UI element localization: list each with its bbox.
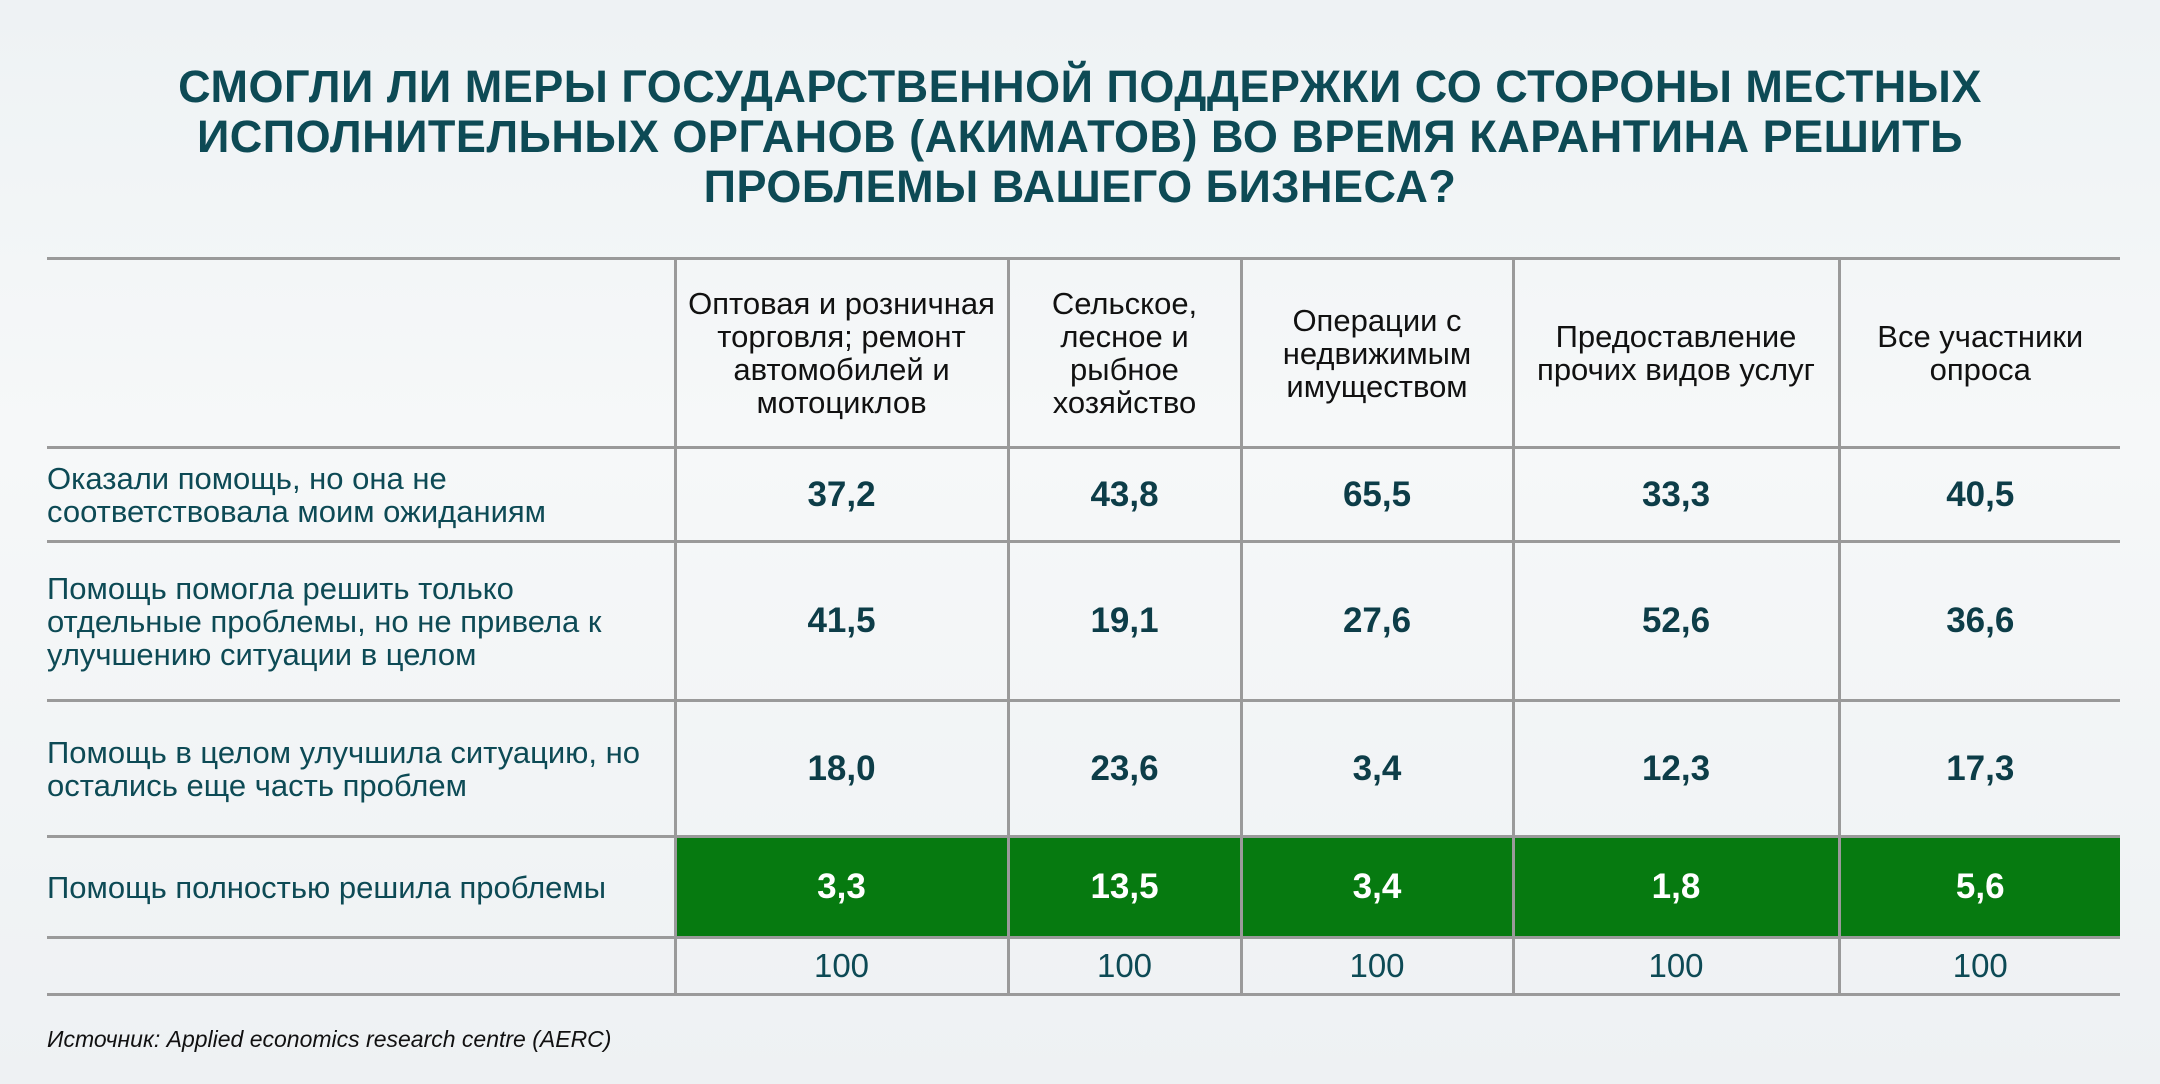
data-cell: 43,8 (1006, 446, 1241, 543)
data-cell: 36,6 (1837, 540, 2120, 702)
title-line-1: СМОГЛИ ЛИ МЕРЫ ГОСУДАРСТВЕННОЙ ПОДДЕРЖКИ… (178, 61, 1982, 112)
total-cell: 100 (1006, 936, 1241, 996)
totals-empty-cell (47, 936, 675, 996)
title-line-3: ПРОБЛЕМЫ ВАШЕГО БИЗНЕСА? (703, 161, 1457, 212)
data-cell: 52,6 (1511, 540, 1839, 702)
data-cell: 12,3 (1511, 699, 1839, 838)
data-cell: 17,3 (1837, 699, 2120, 838)
column-header: Операции с недвижимым имуществом (1239, 257, 1513, 449)
table-row: Помощь помогла решить только отдельные п… (47, 540, 2120, 702)
row-label: Помощь помогла решить только отдельные п… (47, 540, 675, 702)
table-row-highlighted: Помощь полностью решила проблемы 3,3 13,… (47, 835, 2120, 939)
totals-row: 100 100 100 100 100 (47, 936, 2120, 996)
data-cell: 41,5 (673, 540, 1008, 702)
data-cell: 40,5 (1837, 446, 2120, 543)
row-label: Помощь полностью решила проблемы (47, 835, 675, 939)
table-row: Оказали помощь, но она не соответствовал… (47, 446, 2120, 543)
data-cell: 3,3 (673, 835, 1008, 939)
data-cell: 13,5 (1006, 835, 1241, 939)
column-header: Предоставление прочих видов услуг (1511, 257, 1839, 449)
column-header: Все участники опроса (1837, 257, 2120, 449)
total-cell: 100 (1837, 936, 2120, 996)
total-cell: 100 (1239, 936, 1513, 996)
table-row: Помощь в целом улучшила ситуацию, но ост… (47, 699, 2120, 838)
title-line-2: ИСПОЛНИТЕЛЬНЫХ ОРГАНОВ (АКИМАТОВ) ВО ВРЕ… (196, 111, 1964, 162)
row-label: Оказали помощь, но она не соответствовал… (47, 446, 675, 543)
row-label: Помощь в целом улучшила ситуацию, но ост… (47, 699, 675, 838)
data-cell: 65,5 (1239, 446, 1513, 543)
source-note: Источник: Applied economics research cen… (47, 1026, 612, 1052)
data-table: Оптовая и розничная торговля; ремонт авт… (47, 257, 2120, 996)
data-cell: 18,0 (673, 699, 1008, 838)
total-cell: 100 (673, 936, 1008, 996)
column-header: Оптовая и розничная торговля; ремонт авт… (673, 257, 1008, 449)
data-cell: 3,4 (1239, 699, 1513, 838)
data-cell: 3,4 (1239, 835, 1513, 939)
data-cell: 19,1 (1006, 540, 1241, 702)
data-cell: 23,6 (1006, 699, 1241, 838)
table-header-row: Оптовая и розничная торговля; ремонт авт… (47, 257, 2120, 449)
data-cell: 1,8 (1511, 835, 1839, 939)
column-header: Сельское, лесное и рыбное хозяйство (1006, 257, 1241, 449)
page-title: СМОГЛИ ЛИ МЕРЫ ГОСУДАРСТВЕННОЙ ПОДДЕРЖКИ… (80, 62, 2080, 212)
data-cell: 27,6 (1239, 540, 1513, 702)
data-cell: 5,6 (1837, 835, 2120, 939)
data-cell: 33,3 (1511, 446, 1839, 543)
total-cell: 100 (1511, 936, 1839, 996)
header-empty-cell (47, 257, 675, 449)
data-cell: 37,2 (673, 446, 1008, 543)
